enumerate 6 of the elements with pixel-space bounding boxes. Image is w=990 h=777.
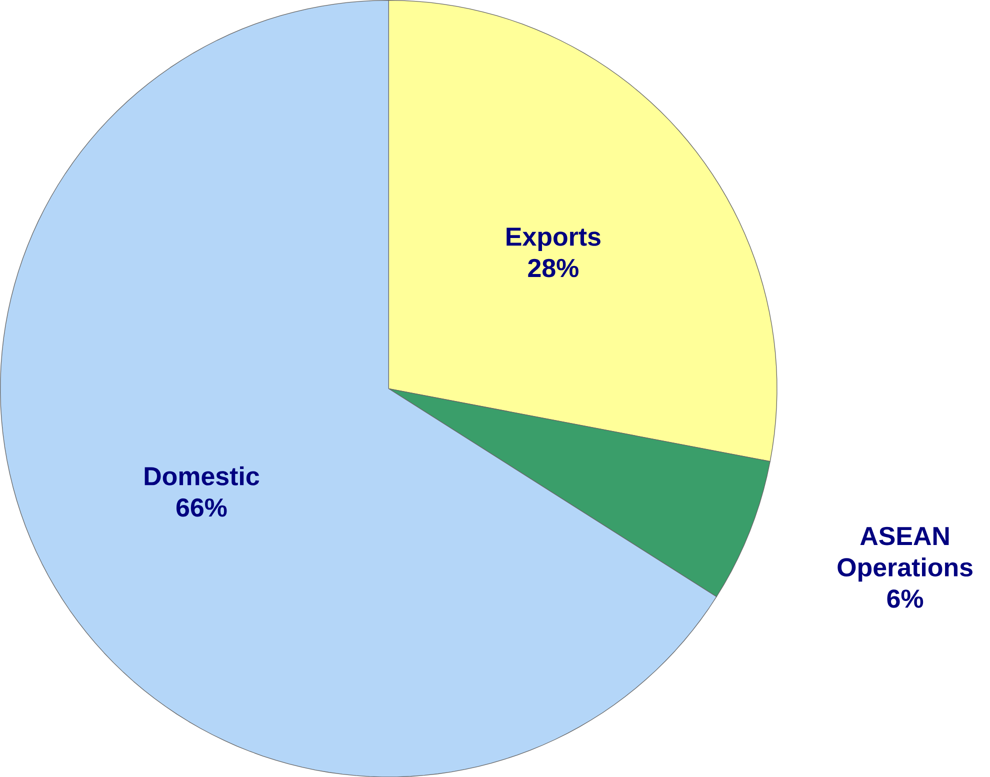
data-label: 28%	[528, 258, 578, 278]
data-label: 6%	[887, 589, 924, 608]
data-label: 66%	[176, 498, 227, 517]
slice-label: ASEAN Operations	[838, 526, 972, 582]
slice-label: Domestic	[144, 466, 260, 486]
slice-label: Exports	[506, 228, 600, 251]
